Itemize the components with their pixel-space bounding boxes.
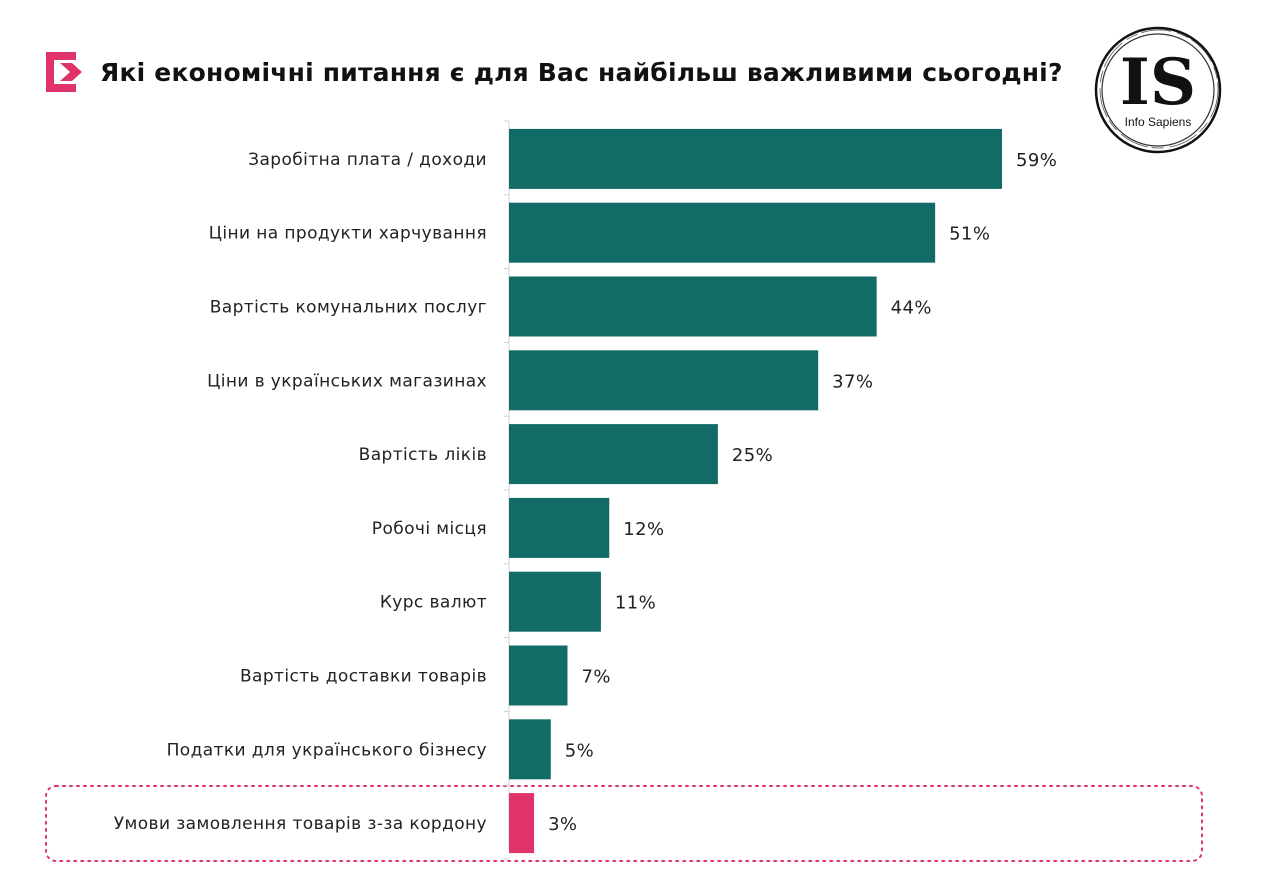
category-label-2: Ціни на продукти харчування bbox=[209, 224, 487, 244]
category-label-8: Вартість доставки товарів bbox=[240, 667, 487, 687]
category-label-5: Вартість ліків bbox=[359, 445, 487, 465]
value-label-8: 7% bbox=[581, 667, 610, 688]
bars-layer bbox=[509, 128, 1002, 854]
axis-layer bbox=[504, 120, 510, 860]
category-label-4: Ціни в українських магазинах bbox=[207, 371, 487, 391]
chart-title: Які економічні питання є для Вас найбіль… bbox=[100, 57, 1063, 87]
value-label-5: 25% bbox=[732, 445, 773, 466]
bar-8 bbox=[509, 645, 568, 706]
category-label-10: Умови замовлення товарів з-за кордону bbox=[114, 814, 487, 834]
value-label-10: 3% bbox=[548, 814, 577, 835]
value-label-1: 59% bbox=[1016, 150, 1057, 171]
value-label-2: 51% bbox=[949, 224, 990, 245]
bar-2 bbox=[509, 202, 936, 263]
category-label-3: Вартість комунальних послуг bbox=[210, 298, 487, 318]
value-label-4: 37% bbox=[832, 371, 873, 392]
value-label-7: 11% bbox=[615, 593, 656, 614]
category-label-1: Заробітна плата / доходи bbox=[248, 150, 487, 170]
value-label-9: 5% bbox=[565, 740, 594, 761]
bar-5 bbox=[509, 424, 718, 485]
bar-3 bbox=[509, 276, 877, 337]
bar-7 bbox=[509, 571, 601, 632]
logo-caption: Info Sapiens bbox=[1125, 115, 1192, 129]
labels-layer: Заробітна плата / доходи 59% Ціни на проду… bbox=[114, 150, 1057, 835]
category-label-6: Робочі місця bbox=[372, 519, 487, 539]
bar-9 bbox=[509, 719, 551, 780]
bar-10 bbox=[509, 793, 535, 854]
bar-4 bbox=[509, 350, 819, 411]
bar-6 bbox=[509, 497, 610, 558]
value-label-6: 12% bbox=[623, 519, 664, 540]
arrow-bracket-icon bbox=[46, 52, 82, 92]
value-label-3: 44% bbox=[891, 298, 932, 319]
highlight-frame bbox=[45, 785, 1203, 862]
bar-1 bbox=[509, 128, 1002, 189]
category-label-9: Податки для українського бізнесу bbox=[167, 740, 487, 760]
logo-letters: IS bbox=[1120, 45, 1196, 120]
info-sapiens-logo: IS Info Sapiens bbox=[1094, 26, 1222, 154]
category-label-7: Курс валют bbox=[380, 593, 487, 613]
title-row: Які економічні питання є для Вас найбіль… bbox=[46, 52, 1063, 92]
